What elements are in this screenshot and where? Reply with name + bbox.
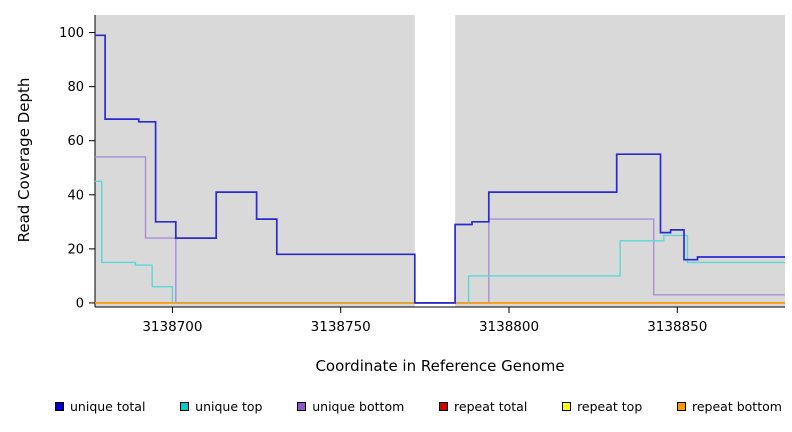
legend-swatch-unique-bottom [297, 402, 307, 411]
x-tick-label: 3138700 [142, 319, 202, 335]
legend-item-repeat-total: repeat total [439, 399, 527, 414]
x-tick-label: 3138800 [479, 319, 539, 335]
legend-label: repeat bottom [692, 399, 782, 414]
legend-swatch-unique-total [55, 402, 64, 411]
y-tick-label: 20 [67, 242, 84, 257]
y-tick-label: 80 [67, 80, 84, 95]
legend-swatch-unique-top [180, 402, 190, 411]
legend-item-unique-bottom: unique bottom [297, 399, 404, 414]
y-tick-label: 60 [67, 134, 84, 149]
legend-swatch-repeat-top [562, 402, 572, 411]
coverage-gap-region [414, 15, 456, 307]
legend-swatch-repeat-bottom [677, 402, 686, 411]
y-tick-label: 40 [67, 188, 84, 203]
legend-item-unique-top: unique top [180, 399, 262, 414]
x-tick-label: 3138750 [311, 319, 371, 335]
chart-legend: unique total unique top unique bottom re… [0, 399, 792, 414]
y-tick-label: 0 [76, 296, 84, 311]
coverage-chart: 0 20 40 60 80 100 3138700 3138750 3138800 3138850 [59, 15, 785, 335]
legend-item-unique-total: unique total [55, 399, 145, 414]
legend-label: unique top [195, 399, 263, 414]
x-tick-label: 3138850 [647, 319, 707, 335]
legend-label: unique bottom [312, 399, 405, 414]
coverage-series-unique-total [95, 34, 785, 304]
y-axis-title: Read Coverage Depth [15, 77, 33, 243]
legend-label: unique total [70, 399, 146, 414]
legend-swatch-repeat-total [439, 402, 449, 411]
legend-label: repeat top [577, 399, 643, 414]
legend-item-repeat-top: repeat top [562, 399, 642, 414]
legend-label: repeat total [454, 399, 528, 414]
y-tick-label: 100 [59, 26, 84, 41]
x-axis-title: Coordinate in Reference Genome [315, 357, 565, 375]
legend-item-repeat-bottom: repeat bottom [677, 399, 782, 414]
